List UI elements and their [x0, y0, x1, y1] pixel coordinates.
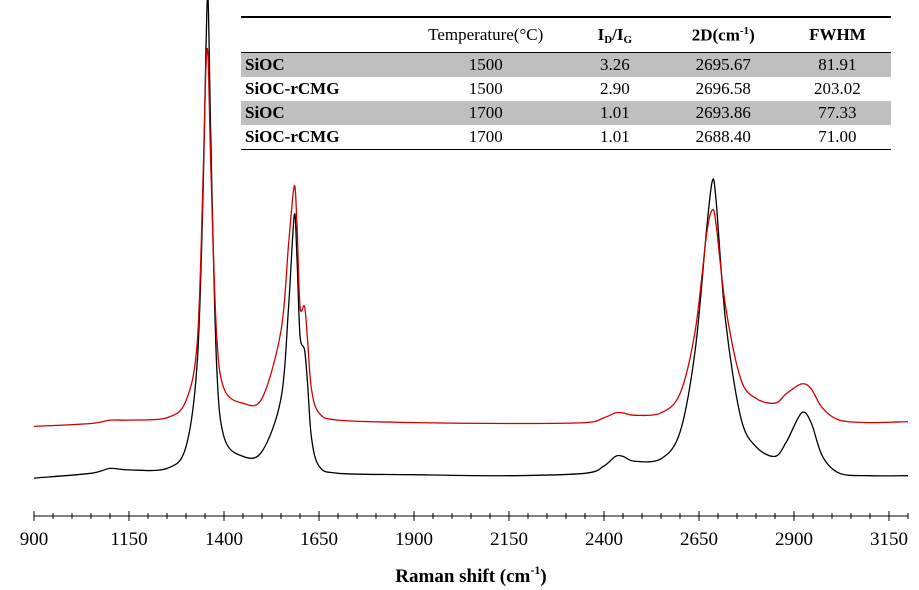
x-axis-title-sup: -1	[530, 563, 540, 577]
header-id-ig: ID/IG	[566, 16, 663, 53]
header-sample	[241, 16, 405, 53]
spectrum-line-1	[33, 47, 909, 428]
summary-table: Temperature(°C) ID/IG 2D(cm-1) FWHM SiOC…	[241, 16, 891, 150]
x-tick-label: 900	[20, 529, 49, 550]
x-axis-title: Raman shift (cm-1)	[395, 563, 546, 587]
x-tick-label: 3150	[870, 529, 908, 550]
cell-fwhm: 71.00	[783, 125, 891, 150]
x-tick-label: 2150	[490, 529, 528, 550]
cell-temperature: 1500	[404, 52, 567, 77]
x-axis-title-close: )	[540, 566, 546, 587]
x-tick-label: 1400	[205, 529, 243, 550]
x-tick-label: 2900	[775, 529, 813, 550]
table-row: SiOC 1700 1.01 2693.86 77.33	[241, 101, 891, 125]
x-axis: 900 1150 1400 1650 1900 2150 2400 2650 2900 3150	[20, 511, 909, 550]
cell-id-ig: 2.90	[599, 79, 630, 98]
header-id-ig-sub-d: D	[604, 33, 613, 46]
header-2d-close: )	[749, 25, 755, 45]
cell-2d: 2688.40	[662, 125, 784, 150]
table-row: SiOC-rCMG 1500 2.90 2696.58 203.02	[241, 77, 891, 101]
x-tick-label: 1150	[110, 529, 147, 550]
x-tick-label: 2400	[585, 529, 623, 550]
cell-id-ig: 1.01	[566, 101, 663, 125]
x-tick-label: 1650	[300, 529, 338, 550]
table-header-row: Temperature(°C) ID/IG 2D(cm-1) FWHM	[241, 16, 891, 53]
header-2d: 2D(cm-1)	[662, 16, 784, 53]
cell-fwhm: 77.33	[783, 101, 891, 125]
cell-id-ig: 1.01	[566, 125, 663, 150]
series-layer	[33, 0, 909, 479]
cell-2d: 2695.67	[662, 52, 784, 77]
cell-sample: SiOC-rCMG	[241, 125, 405, 150]
header-temperature: Temperature(°C)	[404, 16, 567, 53]
header-fwhm: FWHM	[783, 16, 891, 53]
header-id-ig-sub-g: G	[623, 33, 633, 46]
table-row: SiOC-rCMG 1700 1.01 2688.40 71.00	[241, 125, 891, 150]
x-tick-label: 1900	[395, 529, 433, 550]
cell-2d: 2693.86	[662, 101, 784, 125]
table-row: SiOC 1500 3.26 2695.67 81.91	[241, 52, 891, 77]
header-id-ig-main: I	[597, 24, 605, 44]
header-2d-main: 2D(cm	[691, 25, 740, 45]
cell-fwhm: 81.91	[783, 52, 891, 77]
cell-fwhm: 203.02	[814, 79, 861, 98]
header-2d-sup: -1	[739, 24, 750, 37]
cell-sample: SiOC	[241, 52, 405, 77]
cell-id-ig: 3.26	[566, 52, 663, 77]
cell-sample: SiOC	[241, 101, 405, 125]
cell-sample: SiOC-rCMG	[245, 79, 340, 98]
x-axis-title-main: Raman shift (cm	[395, 566, 530, 587]
cell-temperature: 1700	[404, 125, 567, 150]
cell-temperature: 1500	[468, 79, 503, 98]
cell-2d: 2696.58	[695, 79, 751, 98]
cell-temperature: 1700	[404, 101, 567, 125]
x-tick-label: 2650	[680, 529, 718, 550]
header-id-ig-slash: /I	[612, 24, 624, 44]
